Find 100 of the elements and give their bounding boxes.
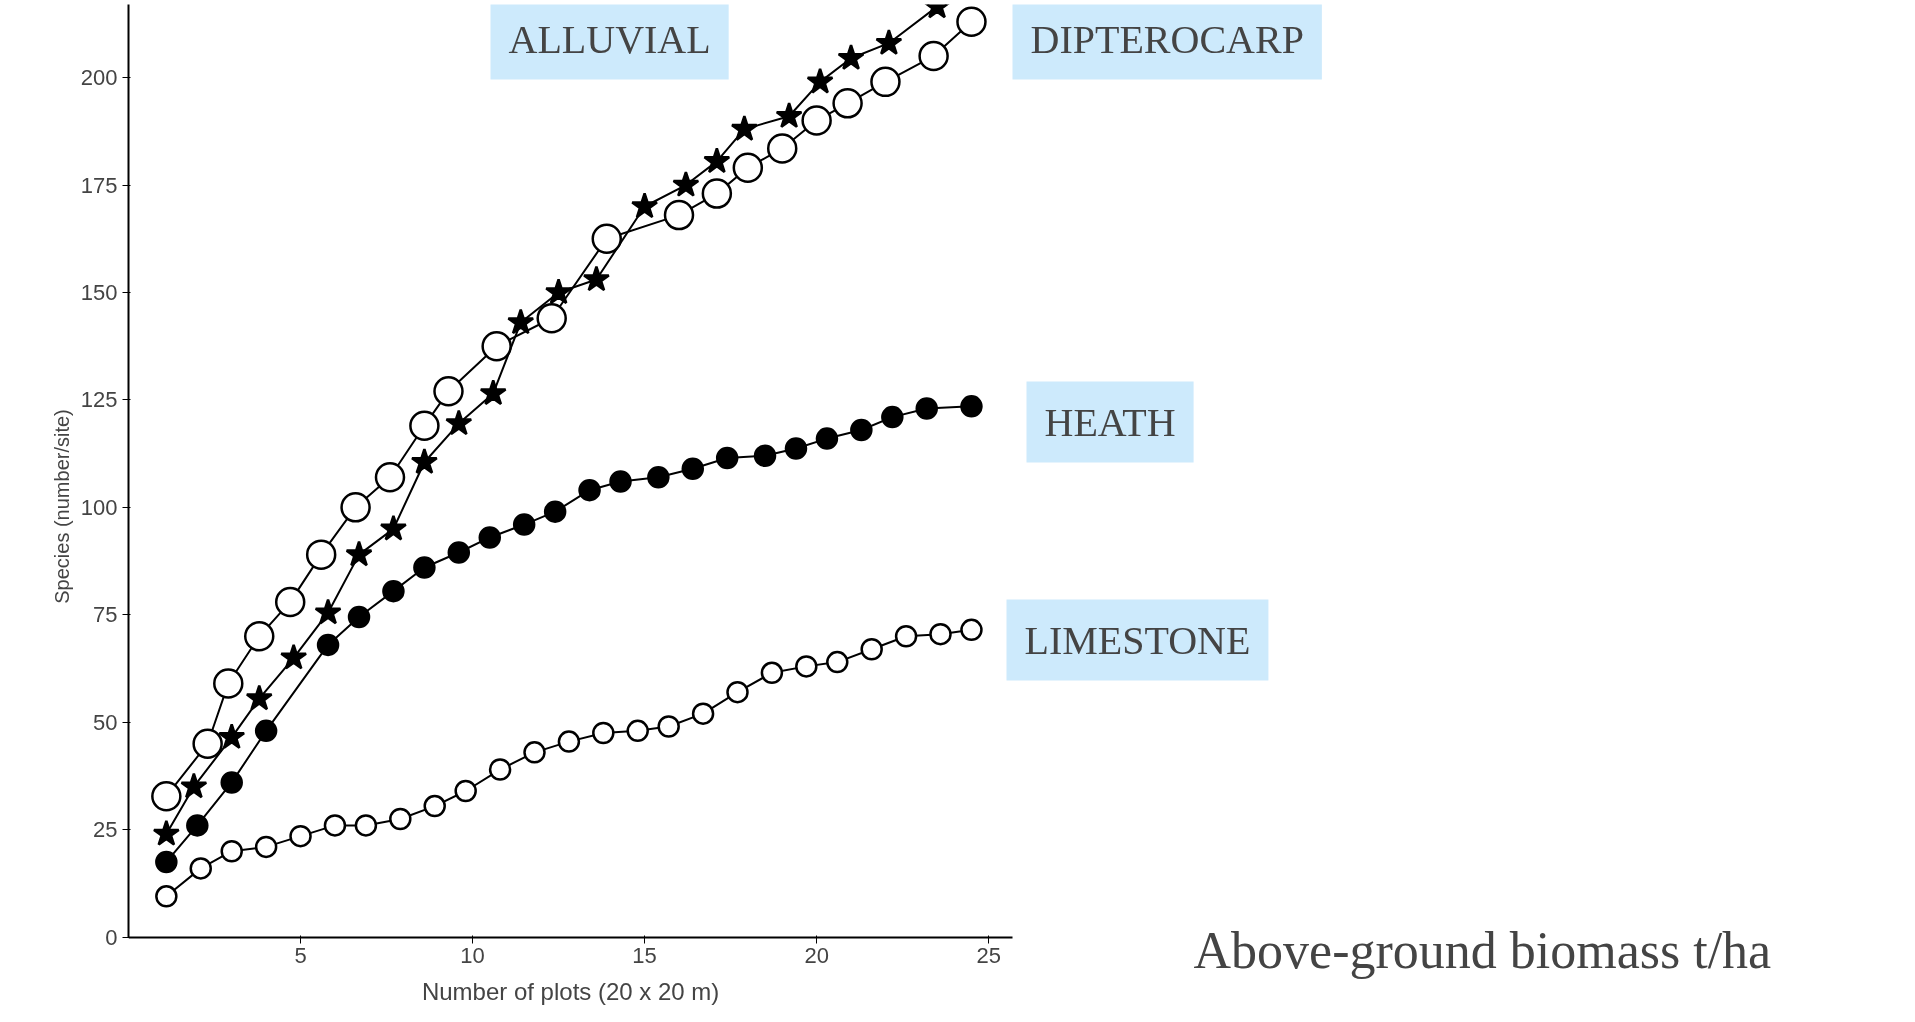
point [592, 721, 615, 745]
x-tick-label: 25 [976, 943, 1001, 969]
point [189, 857, 212, 880]
text: Above-ground biomass t/ha [1193, 921, 1772, 979]
point [860, 637, 883, 661]
point [454, 779, 477, 803]
point [323, 814, 347, 837]
y-tick-label: 75 [93, 602, 118, 628]
point [481, 330, 512, 362]
point [578, 478, 601, 502]
point [609, 470, 632, 493]
point [447, 541, 471, 564]
point [870, 66, 901, 98]
point [557, 730, 581, 753]
point [730, 114, 758, 141]
point [192, 728, 223, 759]
point [672, 170, 700, 197]
point [775, 102, 803, 129]
point [151, 780, 182, 812]
point [479, 379, 507, 406]
y-tick-label: 175 [80, 172, 118, 198]
point [918, 40, 949, 72]
point [340, 492, 371, 523]
point [647, 466, 670, 489]
point [875, 28, 903, 55]
point [544, 278, 573, 305]
point [382, 579, 405, 603]
point [152, 819, 180, 846]
point [826, 650, 849, 674]
point [523, 741, 546, 764]
series-label: LIMESTONE [1024, 617, 1251, 663]
y-tick-label: 200 [80, 65, 118, 91]
point [703, 147, 731, 174]
point [218, 723, 246, 750]
point [289, 824, 312, 848]
point [488, 758, 512, 781]
point [254, 719, 278, 743]
point [410, 447, 439, 474]
point [691, 702, 715, 725]
point [732, 152, 764, 184]
point [881, 405, 904, 429]
x-tick-label: 10 [460, 943, 485, 969]
point [543, 500, 567, 523]
point [801, 105, 832, 136]
point [347, 605, 371, 629]
series-label: DIPTEROCARP [1030, 16, 1304, 62]
point [726, 680, 749, 704]
point [536, 303, 567, 334]
point [155, 850, 178, 874]
point [795, 655, 818, 678]
point [379, 514, 408, 541]
point [220, 771, 243, 794]
point [582, 265, 611, 292]
point [345, 540, 373, 567]
point [815, 427, 839, 450]
point [701, 178, 733, 209]
point [507, 308, 535, 335]
series-label: ALLUVIAL [508, 16, 711, 62]
y-axis-title: Species (number/site) [50, 409, 73, 604]
series-label: HEATH [1044, 399, 1176, 445]
point [314, 598, 342, 625]
point [423, 794, 446, 818]
point [180, 772, 208, 799]
y-tick-label: 0 [105, 924, 118, 950]
point [894, 625, 918, 648]
point [220, 839, 243, 863]
point [478, 526, 502, 549]
x-tick-label: 20 [804, 943, 829, 969]
point [591, 223, 622, 254]
point [389, 807, 412, 831]
point [960, 395, 983, 418]
point [445, 409, 473, 436]
y-tick-label: 125 [80, 387, 118, 413]
point [832, 88, 863, 119]
point [245, 684, 273, 711]
point [657, 715, 680, 738]
point [850, 418, 873, 442]
point [305, 539, 337, 570]
point [766, 133, 798, 164]
point [806, 67, 834, 94]
point [915, 397, 938, 420]
point [413, 556, 436, 579]
y-tick-label: 50 [93, 709, 118, 735]
point [960, 618, 983, 642]
point [663, 199, 695, 231]
point [243, 621, 275, 652]
point [186, 814, 209, 837]
point [433, 376, 464, 407]
point [760, 661, 784, 685]
point [374, 462, 406, 493]
point [274, 586, 306, 618]
x-tick-label: 5 [294, 943, 307, 969]
point [409, 410, 440, 441]
point [512, 513, 536, 536]
y-tick-label: 150 [80, 279, 118, 305]
y-tick-label: 100 [80, 494, 118, 520]
point [630, 192, 659, 219]
point [837, 43, 865, 70]
point [254, 835, 278, 859]
point [681, 457, 705, 480]
